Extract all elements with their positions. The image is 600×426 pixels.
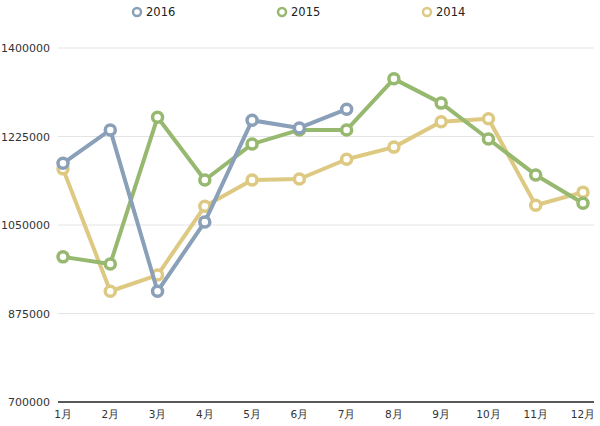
y-tick-label: 1225000 [1,131,50,144]
point-marker [578,198,588,208]
chart-container: 700000 875000 1050000 1225000 1400000 1月 2月 3月 4… [0,0,600,426]
grid-line [58,48,594,49]
grid-line [58,136,594,137]
point-marker [105,259,115,269]
x-tick-label: 4月 [196,408,214,420]
point-marker [342,154,352,164]
point-marker [389,142,399,152]
x-tick-label: 12月 [571,408,595,420]
legend-label: 2015 [291,5,320,19]
x-tick-label: 10月 [476,408,500,420]
series-line [63,119,583,291]
point-marker [531,200,541,210]
y-tick-label: 700000 [8,396,50,409]
legend-marker [423,8,431,16]
point-marker [436,117,446,127]
x-tick-label: 9月 [432,408,450,420]
point-marker [153,112,163,122]
y-tick-label: 875000 [8,308,50,321]
x-tick-label: 2月 [101,408,119,420]
legend: 2016 2015 2014 [133,5,465,19]
x-tick-label: 3月 [149,408,167,420]
legend-label: 2016 [146,5,175,19]
point-marker [247,175,257,185]
point-marker [58,252,68,262]
x-axis-line [58,401,594,403]
point-marker [342,125,352,135]
x-tick-label: 1月 [54,408,72,420]
point-marker [578,187,588,197]
point-marker [389,74,399,84]
point-marker [200,217,210,227]
plot-area [58,74,588,296]
grid-line [58,313,594,314]
point-marker [483,114,493,124]
x-tick-label: 5月 [243,408,261,420]
x-tick-label: 7月 [338,408,356,420]
point-marker [247,139,257,149]
x-tick-label: 11月 [524,408,548,420]
series-1 [58,74,588,269]
legend-marker [278,8,286,16]
y-tick-label: 1050000 [1,219,50,232]
point-marker [531,170,541,180]
legend-marker [133,8,141,16]
point-marker [436,98,446,108]
y-axis-line [58,48,59,402]
legend-label: 2014 [436,5,465,19]
point-marker [294,123,304,133]
point-marker [105,286,115,296]
point-marker [483,134,493,144]
point-marker [200,175,210,185]
series-line [63,109,347,291]
point-marker [294,174,304,184]
y-tick-label: 1400000 [1,42,50,55]
point-marker [105,125,115,135]
x-tick-label: 6月 [291,408,309,420]
series-0 [58,104,352,296]
grid [58,48,594,314]
chart-svg: 700000 875000 1050000 1225000 1400000 1月 2月 3月 4… [0,0,600,426]
x-tick-label: 8月 [385,408,403,420]
point-marker [58,158,68,168]
series-2 [58,114,588,296]
point-marker [247,115,257,125]
point-marker [342,104,352,114]
point-marker [153,286,163,296]
